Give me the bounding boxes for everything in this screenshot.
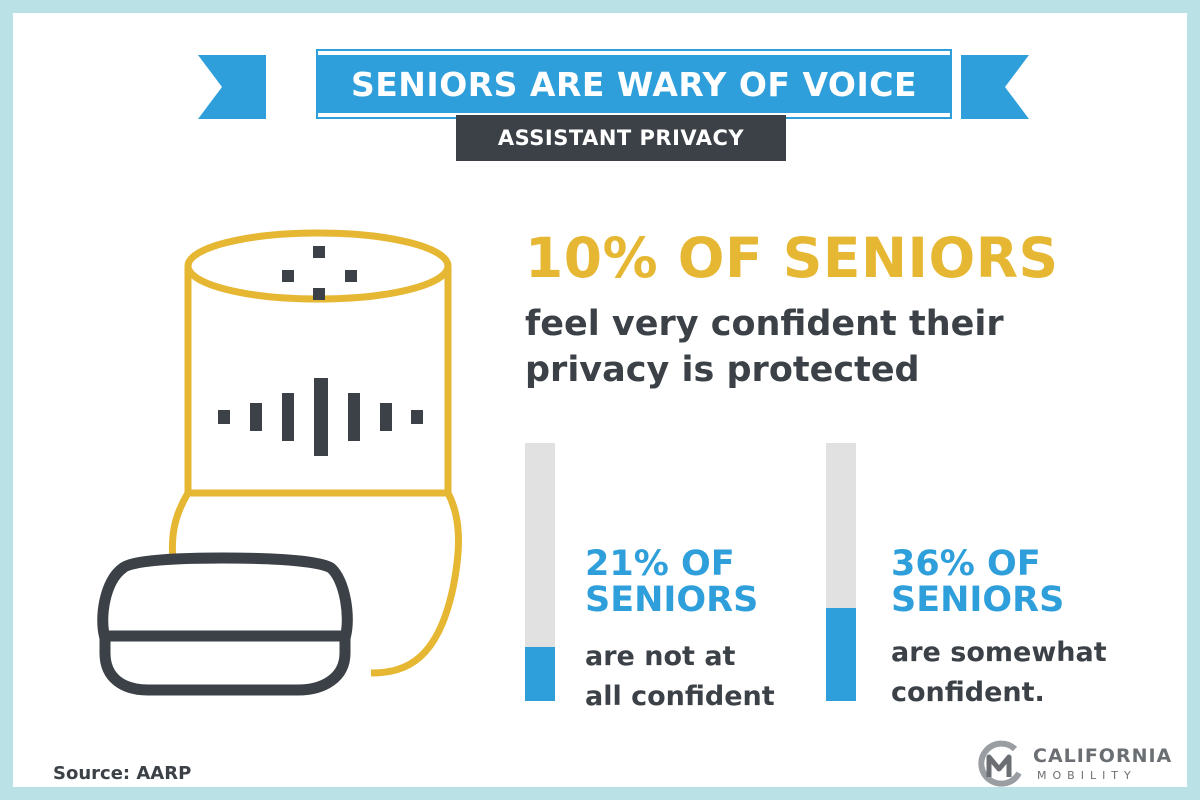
california-mobility-logo-icon: [978, 740, 1022, 787]
stat-bar-not-confident: [525, 443, 555, 701]
logo-name: CALIFORNIA: [1033, 745, 1173, 767]
page-subtitle: ASSISTANT PRIVACY: [497, 126, 745, 150]
ribbon-left-tail: [198, 55, 266, 119]
smart-speaker-icon: [97, 229, 462, 696]
stat-value-line1: 21% OF: [585, 544, 735, 584]
stat-description-line1: are somewhat: [891, 637, 1107, 668]
source-citation: Source: AARP: [53, 763, 192, 784]
stat-description-line2: all confident: [585, 681, 775, 712]
brand-logo: CALIFORNIA MOBILITY: [975, 739, 1175, 789]
stat-value-line2: SENIORS: [585, 580, 759, 620]
subtitle-bar: ASSISTANT PRIVACY: [456, 115, 786, 161]
page-title: SENIORS ARE WARY OF VOICE: [351, 64, 917, 104]
stat-description-line2: confident.: [891, 677, 1045, 708]
title-ribbon: SENIORS ARE WARY OF VOICE: [316, 49, 952, 119]
headline-stat-description: feel very confident their privacy is pro…: [525, 304, 1004, 390]
stat-bar-fill: [525, 646, 555, 701]
headline-stat-value: 10% OF SENIORS: [525, 226, 1059, 290]
stat-bar-somewhat-confident: [826, 443, 856, 701]
logo-subtitle: MOBILITY: [1037, 769, 1137, 782]
stat-bar-fill: [826, 608, 856, 701]
stat-value-line1: 36% OF: [891, 544, 1041, 584]
ribbon-right-tail: [961, 55, 1029, 119]
stat-description-line1: are not at: [585, 641, 736, 672]
stat-value-line2: SENIORS: [891, 580, 1065, 620]
